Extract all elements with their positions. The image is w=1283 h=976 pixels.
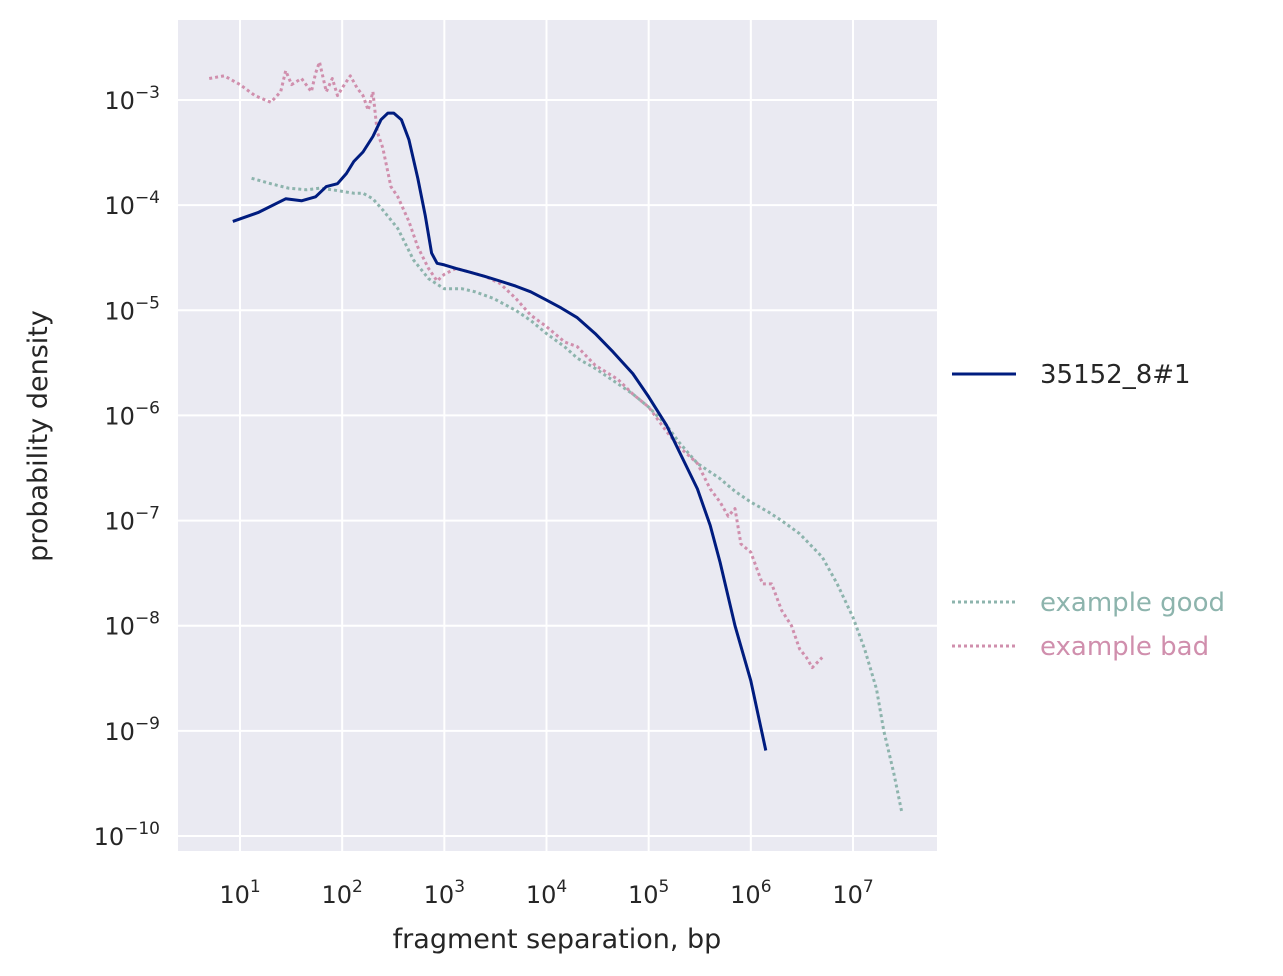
y-tick-label: 10−10 [94, 819, 160, 851]
x-tick-base: 10 [628, 881, 659, 909]
plot-background [178, 20, 937, 851]
legend-label-example-good: example good [1040, 588, 1225, 618]
y-tick-base: 10 [104, 297, 135, 325]
x-tick-label: 102 [321, 877, 362, 909]
y-tick-label: 10−5 [104, 293, 160, 325]
legend-label-example-bad: example bad [1040, 632, 1209, 662]
y-tick-base: 10 [104, 613, 135, 641]
y-tick-exponent: −6 [135, 398, 160, 418]
x-tick-base: 10 [730, 881, 761, 909]
x-tick-label: 101 [219, 877, 260, 909]
y-tick-exponent: −8 [135, 609, 160, 629]
x-axis-label: fragment separation, bp [393, 924, 722, 955]
y-tick-label: 10−8 [104, 609, 160, 641]
y-tick-exponent: −5 [135, 293, 160, 313]
x-tick-base: 10 [832, 881, 863, 909]
grid [178, 20, 937, 851]
y-axis-ticks: 10−310−410−510−610−710−810−910−10 [94, 83, 160, 851]
series-layer [208, 60, 904, 813]
y-tick-exponent: −7 [135, 504, 160, 524]
y-tick-label: 10−6 [104, 398, 160, 430]
x-tick-exponent: 2 [352, 877, 363, 897]
series-line-example-bad [208, 60, 824, 670]
y-tick-exponent: −9 [135, 714, 160, 734]
x-tick-label: 106 [730, 877, 771, 909]
legend-label-35152-8-1: 35152_8#1 [1040, 360, 1191, 390]
series-line-example-good [251, 176, 904, 813]
y-tick-label: 10−9 [104, 714, 160, 746]
y-tick-base: 10 [94, 823, 125, 851]
x-tick-exponent: 5 [659, 877, 670, 897]
x-tick-label: 104 [526, 877, 567, 909]
x-tick-label: 107 [832, 877, 873, 909]
x-tick-label: 103 [424, 877, 465, 909]
x-tick-exponent: 4 [556, 877, 567, 897]
x-tick-exponent: 3 [454, 877, 465, 897]
y-tick-label: 10−7 [104, 504, 160, 536]
y-tick-base: 10 [104, 87, 135, 115]
x-tick-base: 10 [321, 881, 352, 909]
x-tick-exponent: 6 [761, 877, 772, 897]
y-tick-exponent: −4 [135, 188, 160, 208]
y-tick-exponent: −10 [124, 819, 160, 839]
y-tick-label: 10−3 [104, 83, 160, 115]
x-tick-label: 105 [628, 877, 669, 909]
y-axis-label: probability density [23, 310, 54, 562]
series-line-35152-8-1 [232, 111, 768, 751]
x-tick-base: 10 [219, 881, 250, 909]
y-tick-base: 10 [104, 508, 135, 536]
y-tick-exponent: −3 [135, 83, 160, 103]
y-tick-base: 10 [104, 192, 135, 220]
y-tick-base: 10 [104, 718, 135, 746]
x-axis-ticks: 101 102 103 104 105 106 107 [219, 877, 873, 909]
x-tick-exponent: 7 [863, 877, 874, 897]
y-tick-label: 10−4 [104, 188, 160, 220]
x-tick-base: 10 [526, 881, 557, 909]
y-tick-base: 10 [104, 402, 135, 430]
x-tick-exponent: 1 [250, 877, 261, 897]
x-tick-base: 10 [424, 881, 455, 909]
